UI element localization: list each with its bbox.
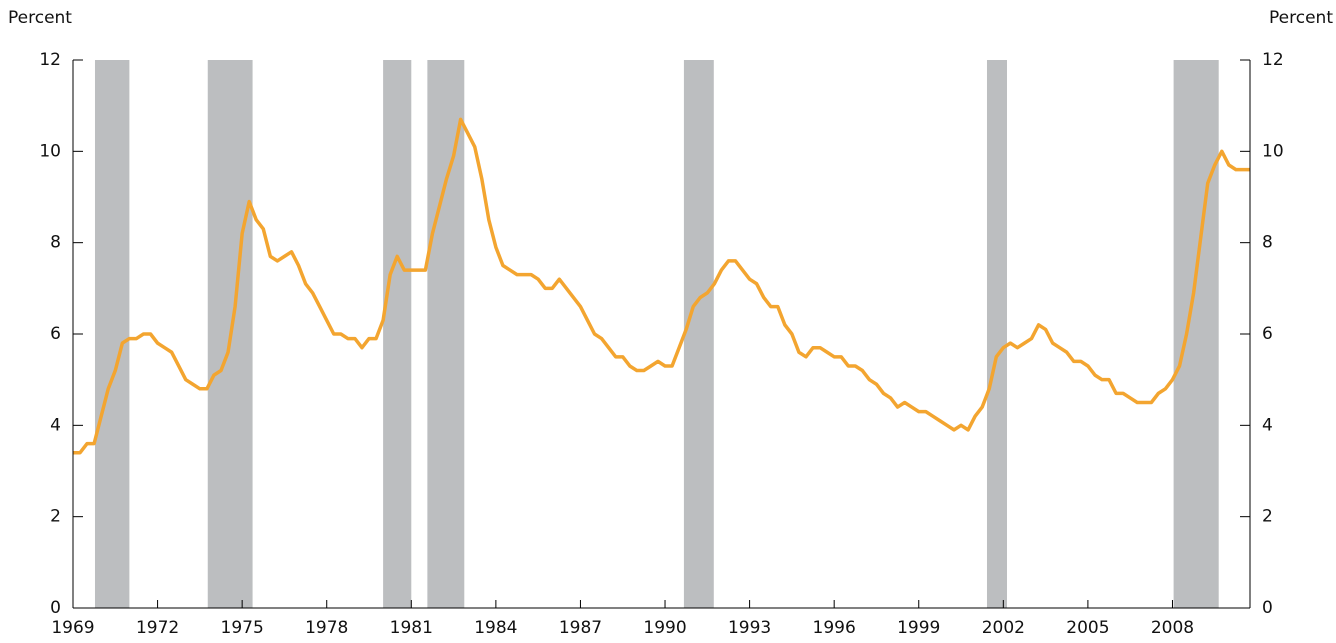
y2-tick-label: 12 [1262,50,1284,70]
recession-band [94,60,130,608]
recession-band [1173,60,1219,608]
x-tick-label: 1987 [559,618,602,638]
y2-tick-label: 0 [1262,598,1273,618]
x-tick-label: 2002 [982,618,1025,638]
recession-band [986,60,1007,608]
y-tick-label: 8 [50,233,61,253]
y-tick-label: 6 [50,324,61,344]
y2-tick-label: 4 [1262,415,1273,435]
y-tick-label: 0 [50,598,61,618]
x-tick-label: 1996 [813,618,856,638]
y2-axis-label: Percent [1269,8,1333,28]
recession-band [683,60,714,608]
y-axis-label: Percent [8,8,72,28]
y-tick-label: 4 [50,415,61,435]
x-tick-label: 1999 [897,618,940,638]
recession-band [383,60,412,608]
x-tick-label: 2008 [1151,618,1194,638]
x-tick-label: 1981 [390,618,433,638]
x-tick-label: 1984 [474,618,517,638]
y-tick-label: 12 [39,50,61,70]
recession-band [427,60,465,608]
x-tick-label: 1972 [136,618,179,638]
x-tick-label: 1975 [221,618,264,638]
y-tick-label: 2 [50,507,61,527]
y2-tick-label: 10 [1262,141,1284,161]
x-tick-label: 1990 [643,618,686,638]
x-tick-label: 1993 [728,618,771,638]
y2-tick-label: 2 [1262,507,1273,527]
y-tick-label: 10 [39,141,61,161]
data-line [73,117,1250,455]
x-tick-label: 2005 [1066,618,1109,638]
y2-tick-label: 8 [1262,233,1273,253]
x-tick-label: 1978 [305,618,348,638]
x-tick-label: 1969 [51,618,94,638]
y2-tick-label: 6 [1262,324,1273,344]
